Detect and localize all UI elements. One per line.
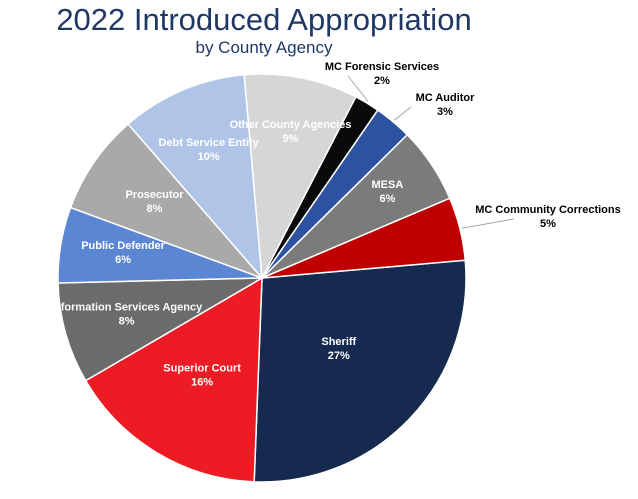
pie-slice-debt-service-entity bbox=[127, 73, 263, 281]
pie-slice-prosecutor bbox=[69, 122, 263, 279]
slice-label-other-county-agencies: Other County Agencies 9% bbox=[230, 119, 352, 145]
pie-slice-sheriff bbox=[253, 259, 467, 483]
pie-slice-information-services-agency bbox=[57, 277, 263, 382]
slice-label-sheriff: Sheriff 27% bbox=[321, 336, 356, 362]
slice-label-mc-community-corrections: MC Community Corrections 5% bbox=[475, 204, 620, 230]
chart-subtitle: by County Agency bbox=[195, 38, 333, 57]
slice-label-mesa: MESA 6% bbox=[372, 179, 404, 205]
pie-slice-superior-court bbox=[84, 276, 263, 483]
leader-line bbox=[394, 106, 412, 121]
chart-title: 2022 Introduced Appropriation bbox=[56, 2, 472, 37]
leader-line bbox=[461, 218, 515, 229]
slice-label-information-services-agency: Information Services Agency 8% bbox=[51, 301, 203, 327]
pie-slice-mc-community-corrections bbox=[261, 197, 467, 279]
slice-label-mc-forensic-services: MC Forensic Services 2% bbox=[325, 61, 439, 87]
slice-label-public-defender: Public Defender 6% bbox=[81, 240, 165, 266]
pie-slice-other-county-agencies bbox=[243, 73, 357, 281]
slice-label-superior-court: Superior Court 16% bbox=[163, 363, 241, 389]
slice-label-mc-auditor: MC Auditor 3% bbox=[416, 92, 476, 118]
slice-label-prosecutor: Prosecutor 8% bbox=[125, 189, 184, 215]
slice-label-debt-service-entity: Debt Service Entity 10% bbox=[158, 137, 259, 163]
leader-line bbox=[347, 75, 369, 102]
